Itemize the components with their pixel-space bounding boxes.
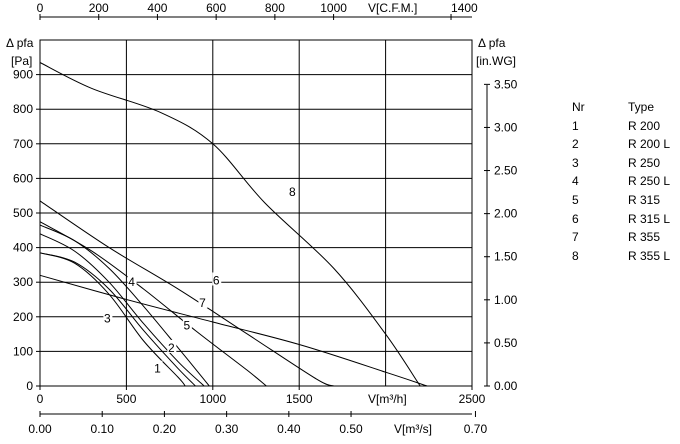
legend-row: 8 R 355 L (572, 247, 680, 266)
legend-type: R 315 (628, 192, 661, 207)
y-right-tick-label: 3.50 (494, 77, 518, 91)
y-left-axis-unit: [Pa] (11, 54, 32, 68)
curve-label-bg (127, 274, 137, 288)
fan-curve-1 (39, 252, 186, 387)
x-top-tick-label: 200 (89, 1, 109, 15)
y-right-tick-label: 3.00 (494, 120, 518, 134)
fan-curve-4 (39, 224, 210, 387)
y-left-tick-label: 400 (13, 241, 33, 255)
x-bottom1-tick-label: 2500 (459, 392, 486, 406)
curve-label: 5 (184, 318, 191, 332)
y-left-tick-label: 100 (13, 344, 33, 358)
x-bottom1-tick-label: 1500 (286, 392, 313, 406)
legend-nr: 3 (572, 155, 579, 170)
legend-header-nr: Nr (572, 100, 585, 114)
curve-label: 4 (128, 275, 135, 289)
fan-curve-2 (39, 252, 196, 387)
x-bottom2-tick-label: 0.50 (339, 422, 363, 436)
curve-label: 7 (199, 296, 206, 310)
legend-type: R 250 (628, 155, 661, 170)
curve-label: 2 (168, 341, 175, 355)
curve-label: 6 (213, 273, 220, 287)
curve-label: 3 (104, 312, 111, 326)
y-right-tick-label: 2.00 (494, 207, 518, 221)
legend-type: R 250 L (628, 174, 671, 189)
x-bottom2-tick-label: 0.10 (91, 422, 115, 436)
legend-nr: 1 (572, 118, 579, 133)
legend-type: R 200 (628, 118, 661, 133)
curve-label: 8 (289, 185, 296, 199)
x-bottom2-tick-label: 0.70 (464, 422, 488, 436)
legend-row: 5 R 315 (572, 191, 680, 210)
x-bottom1-tick-label: 500 (116, 392, 136, 406)
x-top-axis-label: V[C.F.M.] (368, 1, 417, 15)
fan-curve-7 (39, 274, 428, 387)
x-bottom2-tick-label: 0.00 (28, 422, 52, 436)
y-right-tick-label: 1.00 (494, 293, 518, 307)
x-bottom1-tick-label: 1000 (199, 392, 226, 406)
curve-label-bg (153, 360, 163, 374)
y-left-tick-label: 0 (26, 379, 33, 393)
legend-type: R 200 L (628, 137, 671, 152)
fan-curve-8 (39, 62, 421, 387)
legend-header-type: Type (628, 100, 655, 114)
y-right-tick-label: 1.50 (494, 250, 518, 264)
x-top-tick-label: 800 (265, 1, 285, 15)
legend-nr: 2 (572, 137, 579, 152)
x-bottom2-axis-label: V[m³/s] (394, 422, 432, 436)
x-bottom2-tick-label: 0.20 (153, 422, 177, 436)
x-bottom1-axis-label: V[m³/h] (368, 392, 407, 406)
legend-nr: 6 (572, 211, 579, 226)
legend-header: Nr Type (572, 98, 680, 117)
fan-curve-6 (39, 200, 334, 387)
y-left-tick-label: 300 (13, 275, 33, 289)
x-top-tick-label: 1000 (320, 1, 347, 15)
legend-type: R 315 L (628, 211, 671, 226)
legend-row: 6 R 315 L (572, 210, 680, 229)
x-bottom2-tick-label: 0.30 (215, 422, 239, 436)
legend-row: 3 R 250 (572, 154, 680, 173)
y-right-tick-label: 2.50 (494, 164, 518, 178)
legend-type: R 355 L (628, 248, 671, 263)
curve-label: 1 (154, 362, 161, 376)
x-bottom1-tick-label: 0 (37, 392, 44, 406)
legend-row: 2 R 200 L (572, 135, 680, 154)
y-left-tick-label: 800 (13, 102, 33, 116)
x-bottom2-tick-label: 0.40 (277, 422, 301, 436)
x-top-tick-label: 600 (206, 1, 226, 15)
y-left-tick-label: 700 (13, 137, 33, 151)
legend-row: 4 R 250 L (572, 172, 680, 191)
curve-label-bg (198, 294, 208, 308)
legend-type: R 355 (628, 230, 661, 245)
y-right-axis-unit: [in.WG] (476, 54, 516, 68)
curve-label-bg (288, 184, 298, 198)
curve-label-bg (212, 272, 222, 286)
legend-nr: 8 (572, 248, 579, 263)
legend-row: 7 R 355 (572, 228, 680, 247)
legend-row: 1 R 200 (572, 117, 680, 136)
x-top-tick-label: 0 (37, 1, 44, 15)
y-left-tick-label: 600 (13, 171, 33, 185)
fan-curve-3 (39, 233, 205, 387)
y-right-axis-label: Δ pfa (478, 36, 506, 50)
y-left-tick-label: 200 (13, 310, 33, 324)
curve-label-bg (182, 317, 192, 331)
legend-nr: 5 (572, 192, 579, 207)
y-left-axis-label: Δ pfa (6, 36, 34, 50)
x-top-tick-label: 1400 (451, 1, 478, 15)
x-top-tick-label: 400 (147, 1, 167, 15)
curve-label-bg (167, 339, 177, 353)
y-right-tick-label: 0.50 (494, 336, 518, 350)
y-left-tick-label: 900 (13, 68, 33, 82)
curve-label-bg (103, 310, 113, 324)
y-right-tick-label: 0.00 (494, 379, 518, 393)
legend-nr: 7 (572, 230, 579, 245)
fan-curve-5 (39, 221, 267, 387)
legend-nr: 4 (572, 174, 579, 189)
y-left-tick-label: 500 (13, 206, 33, 220)
